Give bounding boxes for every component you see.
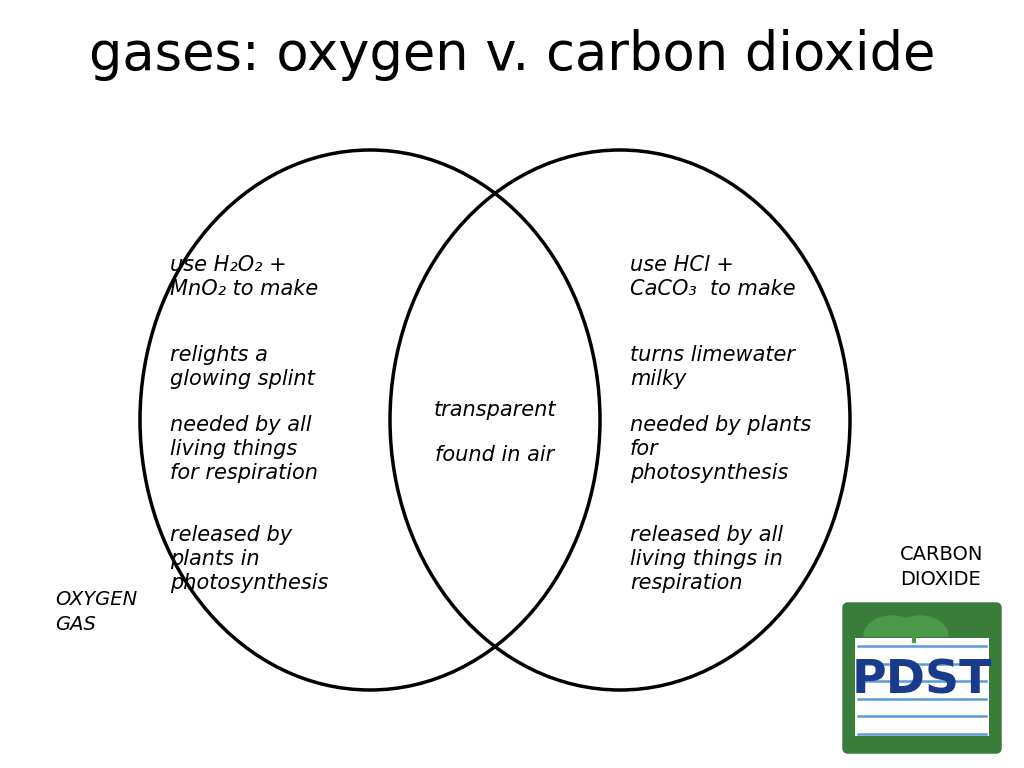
Text: use H₂O₂ +
MnO₂ to make: use H₂O₂ + MnO₂ to make — [170, 255, 318, 299]
Text: needed by plants
for
photosynthesis: needed by plants for photosynthesis — [630, 415, 811, 483]
Text: relights a
glowing splint: relights a glowing splint — [170, 345, 314, 389]
Text: needed by all
living things
for respiration: needed by all living things for respirat… — [170, 415, 318, 483]
Text: turns limewater
milky: turns limewater milky — [630, 345, 795, 389]
Polygon shape — [864, 616, 920, 636]
Polygon shape — [892, 616, 948, 636]
Text: released by
plants in
photosynthesis: released by plants in photosynthesis — [170, 525, 329, 593]
Text: OXYGEN
GAS: OXYGEN GAS — [55, 590, 137, 634]
Text: released by all
living things in
respiration: released by all living things in respira… — [630, 525, 783, 593]
Bar — [855, 638, 989, 736]
Text: CARBON
DIOXIDE: CARBON DIOXIDE — [900, 545, 983, 589]
Text: gases: oxygen v. carbon dioxide: gases: oxygen v. carbon dioxide — [89, 29, 935, 81]
Text: transparent: transparent — [434, 400, 556, 420]
Text: PDST: PDST — [852, 658, 992, 703]
Text: use HCl +
CaCO₃  to make: use HCl + CaCO₃ to make — [630, 255, 796, 299]
Text: found in air: found in air — [435, 445, 555, 465]
FancyBboxPatch shape — [844, 604, 1000, 752]
